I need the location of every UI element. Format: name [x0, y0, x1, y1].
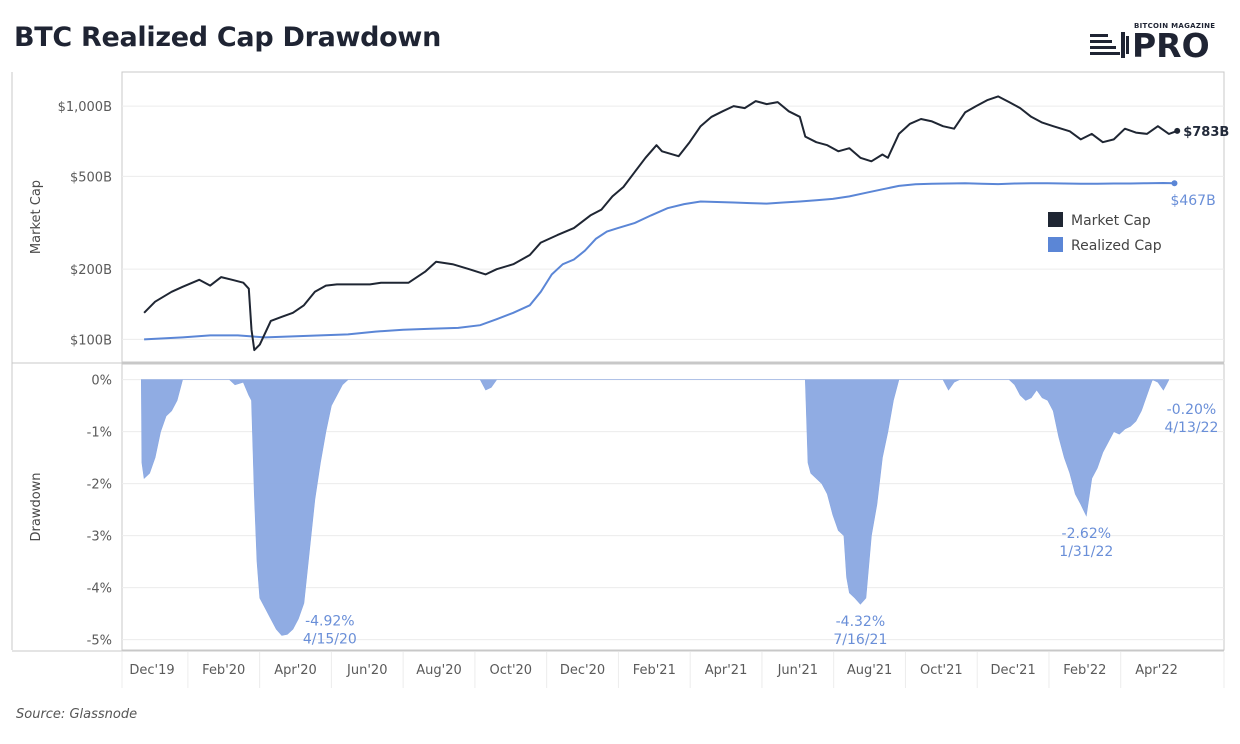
top-y-axis-title: Market Cap: [29, 180, 44, 254]
x-tick-label: Dec'19: [129, 663, 174, 678]
top-y-tick-label: $100B: [70, 333, 112, 348]
x-tick-label: Jun'20: [346, 663, 387, 678]
realized-cap-end-dot: [1171, 180, 1178, 187]
drawdown-area: [140, 379, 1170, 636]
realized-cap-line: [144, 181, 1175, 341]
bottom-y-tick-label: -4%: [87, 582, 112, 597]
drawdown-annotation-date: 4/15/20: [303, 631, 357, 647]
top-plot-frame: [121, 71, 1225, 363]
top-y-tick-label: $1,000B: [58, 100, 112, 115]
logo-stripes-icon: [1090, 32, 1129, 58]
drawdown-annotation-value: -0.20%: [1167, 402, 1217, 418]
bottom-y-axis-title: Drawdown: [29, 472, 44, 541]
x-tick-label: Feb'22: [1063, 663, 1106, 678]
legend-realized-label: Realized Cap: [1071, 238, 1162, 254]
bottom-plot-frame: [121, 363, 1225, 651]
x-tick-label: Apr'21: [705, 663, 748, 678]
x-tick-label: Dec'20: [560, 663, 605, 678]
bottom-y-tick-label: -2%: [87, 478, 112, 493]
x-tick-label: Jun'21: [777, 663, 818, 678]
chart-title: BTC Realized Cap Drawdown: [14, 22, 441, 53]
legend-realized-swatch: [1048, 237, 1063, 252]
x-tick-label: Apr'20: [274, 663, 317, 678]
x-tick-label: Apr'22: [1135, 663, 1178, 678]
logo-big-text: PRO: [1132, 26, 1210, 65]
top-y-tick-label: $500B: [70, 170, 112, 185]
x-tick-label: Feb'20: [202, 663, 245, 678]
market-cap-line: [143, 95, 1178, 352]
bottom-y-tick-label: 0%: [91, 374, 112, 389]
drawdown-annotation-date: 1/31/22: [1059, 544, 1113, 560]
x-tick-label: Dec'21: [990, 663, 1035, 678]
logo-small-text: BITCOIN MAGAZINE: [1134, 22, 1216, 30]
x-tick-label: Oct'21: [920, 663, 963, 678]
market-cap-end-dot: [1174, 127, 1181, 134]
drawdown-annotation-value: -4.32%: [836, 614, 886, 630]
legend-market-swatch: [1048, 212, 1063, 227]
drawdown-annotation-date: 4/13/22: [1164, 420, 1218, 436]
x-tick-label: Aug'20: [416, 663, 462, 678]
x-tick-label: Feb'21: [633, 663, 676, 678]
bottom-y-tick-label: -1%: [87, 426, 112, 441]
top-y-tick-label: $200B: [70, 263, 112, 278]
source-note: Source: Glassnode: [16, 707, 138, 722]
market-cap-end-label: $783B: [1183, 125, 1229, 140]
drawdown-annotation-value: -2.62%: [1062, 526, 1112, 542]
bitcoin-magazine-pro-logo: BITCOIN MAGAZINE PRO: [1090, 22, 1225, 64]
realized-cap-end-label: $467B: [1170, 193, 1215, 209]
bottom-y-tick-label: -5%: [87, 634, 112, 649]
x-tick-label: Aug'21: [847, 663, 893, 678]
legend-market-label: Market Cap: [1071, 213, 1151, 229]
bottom-y-tick-label: -3%: [87, 530, 112, 545]
drawdown-annotation-date: 7/16/21: [833, 632, 887, 648]
x-tick-label: Oct'20: [489, 663, 532, 678]
drawdown-annotation-value: -4.92%: [305, 613, 355, 629]
